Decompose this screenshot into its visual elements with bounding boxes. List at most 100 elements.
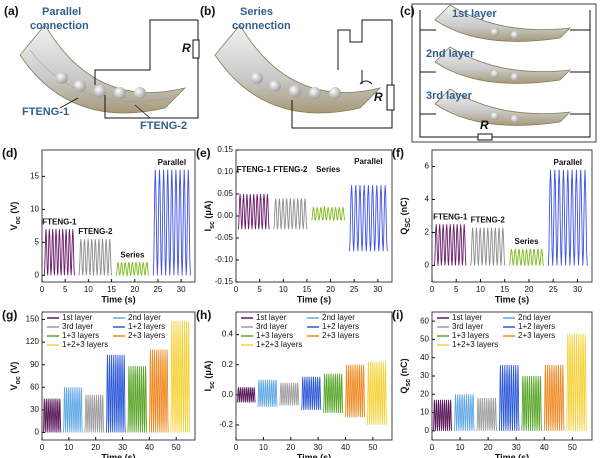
x-tick-label: 40 [341,443,350,452]
x-tick-label: 5 [257,285,262,294]
legend-label: 1+2 layers [518,322,555,331]
y-tick-label: 4 [425,195,430,204]
signal [170,320,191,433]
x-tick-label: 20 [484,443,493,452]
signal [433,224,467,266]
x-tick-label: 30 [512,443,521,452]
signal [148,349,169,433]
x-tick-label: 0 [430,443,435,452]
x-tick-label: 25 [549,285,558,294]
legend-label: 1+2+3 layers [452,340,498,349]
x-tick-label: 10 [259,443,268,452]
panel-label: (i) [392,308,403,322]
x-axis-label: Time (s) [495,452,529,458]
panel-label: (f) [392,146,404,160]
y-axis-label-part: oc [15,216,22,224]
x-tick-label: 0 [234,443,239,452]
x-tick-label: 0 [40,443,45,452]
y-tick-label: 0.0 [222,390,234,399]
y-axis-label-part: V [9,224,19,230]
series-annotation: FTENG-2 [78,227,113,236]
x-axis-label: Time (s) [297,452,331,458]
legend-label: 2+3 layers [322,331,359,340]
x-tick-label: 30 [177,285,186,294]
series-annotation: FTENG-1 [42,217,77,226]
x-tick-label: 20 [91,443,100,452]
y-axis-label-part: I [203,389,213,392]
y-axis-label-part: oc [15,376,22,384]
x-axis-label: Time (s) [101,452,135,458]
legend-label: 2+3 layers [518,331,555,340]
signal [509,248,544,266]
x-tick-label: 20 [130,285,139,294]
legend-label: 1+3 layers [62,331,99,340]
y-axis-label: Isc (μA) [203,361,216,392]
y-tick-label: 90 [30,360,39,369]
y-axis-label: Voc (V) [9,362,22,391]
diagram-c: (c) 1st layer 2nd layer 3rd layer R [400,3,597,143]
x-tick-label: 10 [476,285,485,294]
signal [498,364,520,431]
signal [115,262,150,278]
diagram-title: connection [232,20,291,32]
y-tick-label: 0.4 [222,330,234,339]
legend-label: 1+2 layers [128,322,165,331]
signal [273,198,308,230]
x-tick-label: 15 [500,285,509,294]
signal [476,397,498,431]
y-tick-label: 40 [420,353,429,362]
x-tick-label: 50 [568,443,577,452]
y-tick-label: 30 [30,405,39,414]
legend-label: 2+3 layers [128,331,165,340]
y-tick-label: -0.10 [215,255,234,264]
y-axis-label-part: sc [405,379,412,387]
panel-label: (a) [4,4,19,18]
series-annotation: Series [120,250,145,259]
x-tick-label: 30 [314,443,323,452]
signal [63,387,83,433]
signal [566,333,587,431]
part-label: FTENG-2 [140,120,187,132]
diagram-a: (a) Parallel connection R FTENG-1 FTENG-… [4,4,200,132]
y-tick-label: 50 [420,335,429,344]
signal [43,229,75,276]
y-axis-label-part: I [203,229,213,232]
x-tick-label: 15 [107,285,116,294]
y-tick-label: 15 [30,172,39,181]
legend-label: 1st layer [256,313,287,322]
signal [301,376,322,410]
y-tick-label: -0.05 [215,233,234,242]
y-tick-label: 30 [420,371,429,380]
x-tick-label: 30 [573,285,582,294]
x-tick-label: 10 [456,443,465,452]
x-tick-label: 50 [368,443,377,452]
panel-label: (d) [2,146,17,160]
signal [521,375,542,431]
signal [470,227,506,266]
diagram-title: Parallel [42,6,81,18]
series-annotation: FTENG-1 [237,165,272,174]
y-axis-label-part: (nC) [399,358,409,379]
x-tick-label: 10 [279,285,288,294]
signal [366,361,387,425]
x-tick-label: 0 [234,285,239,294]
signal [78,239,112,276]
legend-label: 2nd layer [128,313,161,322]
y-tick-label: 120 [26,337,40,346]
y-tick-label: 6 [425,162,430,171]
signal [345,364,366,418]
y-axis-label-part: sc [209,381,216,389]
y-tick-label: 0 [35,428,40,437]
x-tick-label: 25 [153,285,162,294]
diagram-title: Series [240,6,273,18]
panel-label: (b) [200,4,215,18]
series-annotation: FTENG-1 [433,212,468,221]
y-tick-label: -0.15 [215,277,234,286]
panel-label: (g) [2,308,17,322]
x-tick-label: 30 [118,443,127,452]
y-tick-label: 10 [30,205,39,214]
signal [279,382,300,406]
legend-label: 3rd layer [62,322,93,331]
y-axis-label: Qsc (nC) [399,358,412,393]
